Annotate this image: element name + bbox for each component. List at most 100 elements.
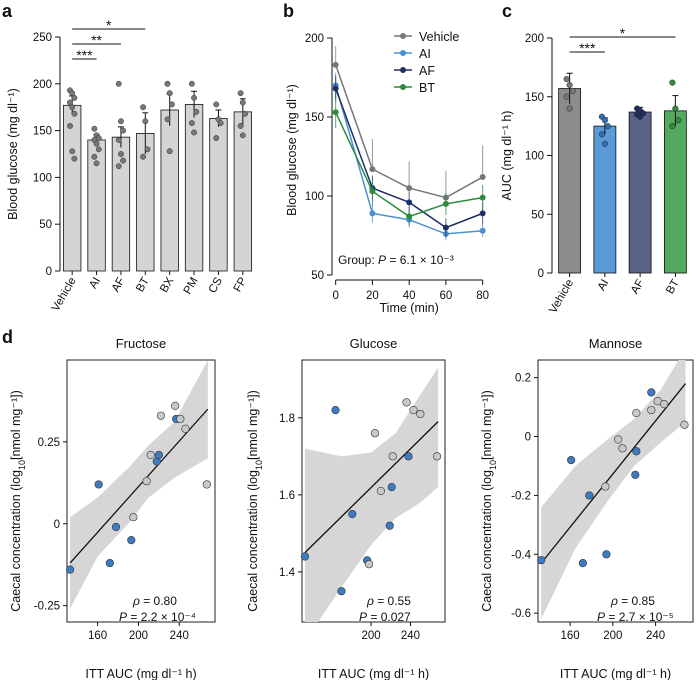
mannose-plot-frame bbox=[537, 359, 694, 623]
data-point bbox=[69, 104, 76, 111]
x-tick-label: BT bbox=[664, 278, 682, 297]
x-tick-label: 200 bbox=[129, 630, 148, 642]
series-point-vehicle bbox=[369, 166, 376, 173]
y-axis-title: Blood glucose (mg dl⁻¹) bbox=[6, 88, 20, 220]
y-tick-label: 0.2 bbox=[515, 373, 531, 385]
legend-marker-vehicle bbox=[400, 33, 406, 39]
data-point bbox=[672, 105, 679, 112]
data-point bbox=[191, 94, 198, 101]
panel-label-b: b bbox=[283, 1, 294, 21]
p-symbol: P bbox=[359, 610, 367, 624]
rho-symbol: ρ bbox=[366, 594, 374, 608]
data-point bbox=[67, 122, 73, 129]
bar-bt bbox=[663, 110, 687, 274]
x-tick-label: AI bbox=[87, 276, 103, 291]
data-point bbox=[168, 101, 175, 108]
legend-label-bt: BT bbox=[419, 81, 435, 95]
series-point-vehicle bbox=[479, 174, 486, 181]
bar-bx bbox=[160, 109, 179, 272]
data-point bbox=[93, 140, 100, 147]
data-point bbox=[237, 122, 244, 129]
y-tick-label: 0 bbox=[54, 519, 60, 531]
data-point bbox=[601, 117, 608, 124]
bar-cs bbox=[209, 118, 228, 272]
y-tick-label: 1.6 bbox=[279, 490, 295, 502]
mannose-confidence-band bbox=[541, 360, 686, 620]
data-point bbox=[563, 93, 570, 100]
fructose-point-vehicle bbox=[146, 450, 155, 460]
fructose-point-treated bbox=[127, 536, 136, 545]
panel-d-mannose-scatter: Mannose -0.6 -0.4 -0.2 0 0.2 160 200 240 ITT AUC … bbox=[480, 336, 694, 680]
glucose-regression-line bbox=[304, 421, 439, 554]
mannose-point-treated bbox=[567, 455, 576, 465]
data-point bbox=[164, 116, 171, 123]
glucose-point-treated bbox=[404, 452, 413, 461]
series-point-bt bbox=[406, 213, 413, 220]
mannose-point-vehicle bbox=[660, 400, 669, 409]
glucose-point-treated bbox=[331, 405, 340, 415]
fructose-rho: ρ = 0.80 bbox=[132, 594, 177, 608]
panel-d-fructose-scatter: Fructose -0.25 0 0.25 160 200 240 ITT AUC (mg d… bbox=[9, 336, 216, 680]
series-point-af bbox=[442, 224, 449, 231]
bar-pm bbox=[184, 103, 204, 272]
fructose-point-vehicle bbox=[129, 513, 138, 522]
data-point bbox=[91, 153, 98, 160]
x-tick-label: AF bbox=[629, 278, 647, 297]
y-tick-label: 100 bbox=[525, 151, 544, 163]
series-point-bt bbox=[332, 109, 339, 116]
y-tick-label: 150 bbox=[525, 92, 544, 104]
data-point bbox=[569, 87, 576, 94]
glucose-x-axis-title: ITT AUC (mg dl⁻¹ h) bbox=[318, 667, 429, 680]
data-point bbox=[563, 76, 570, 83]
panel-label-c: c bbox=[502, 1, 512, 21]
data-point bbox=[566, 105, 573, 112]
data-point bbox=[239, 132, 246, 139]
series-point-vehicle bbox=[406, 185, 413, 192]
x-tick-label: 200 bbox=[361, 630, 380, 642]
bar-vehicle bbox=[63, 104, 82, 272]
significance-stars: *** bbox=[76, 47, 93, 63]
fructose-point-vehicle bbox=[156, 411, 166, 420]
x-tick-label: 80 bbox=[476, 290, 489, 302]
significance-stars: * bbox=[620, 25, 626, 41]
y-tick-label: 50 bbox=[39, 219, 52, 231]
y-tick-label: -0.2 bbox=[511, 490, 531, 502]
p-value-text: = 2.2 × 10⁻⁴ bbox=[127, 610, 196, 624]
glucose-point-vehicle bbox=[402, 398, 411, 407]
data-point bbox=[115, 80, 122, 87]
mannose-point-vehicle bbox=[632, 408, 641, 418]
x-tick-label: 60 bbox=[440, 290, 453, 302]
legend-label-af: AF bbox=[419, 64, 435, 78]
x-tick-label: 240 bbox=[401, 630, 420, 642]
y-title-end: [nmol mg⁻¹]) bbox=[9, 390, 23, 460]
data-point bbox=[598, 131, 605, 138]
y-title-main: Caecal concentration (log bbox=[480, 470, 494, 612]
data-point bbox=[217, 120, 224, 127]
fructose-point-vehicle bbox=[171, 401, 180, 410]
data-point bbox=[115, 137, 122, 143]
x-tick-label: CS bbox=[207, 275, 226, 295]
glucose-point-vehicle bbox=[364, 560, 374, 569]
fructose-regression-line bbox=[69, 408, 209, 564]
glucose-point-treated bbox=[387, 483, 396, 492]
x-tick-label: Vehicle bbox=[547, 278, 576, 316]
glucose-point-vehicle bbox=[370, 429, 380, 438]
data-point bbox=[166, 90, 173, 97]
rho-symbol: ρ bbox=[610, 594, 618, 608]
y-tick-label: 50 bbox=[531, 209, 544, 221]
data-point bbox=[166, 148, 173, 155]
p-symbol: P bbox=[119, 610, 127, 624]
data-point bbox=[188, 120, 195, 127]
y-tick-label: 0.25 bbox=[38, 437, 60, 449]
bar-af bbox=[628, 111, 652, 274]
mannose-point-vehicle bbox=[647, 405, 656, 415]
series-point-af bbox=[479, 210, 486, 217]
mannose-x-axis-title: ITT AUC (mg dl⁻¹ h) bbox=[560, 667, 671, 680]
fructose-plot-frame bbox=[66, 359, 216, 623]
rho-symbol: ρ bbox=[132, 594, 140, 608]
series-point-vehicle bbox=[332, 61, 339, 68]
series-point-ai bbox=[369, 210, 376, 217]
data-point bbox=[71, 110, 78, 117]
data-point bbox=[120, 157, 127, 164]
glucose-point-treated bbox=[385, 521, 394, 530]
